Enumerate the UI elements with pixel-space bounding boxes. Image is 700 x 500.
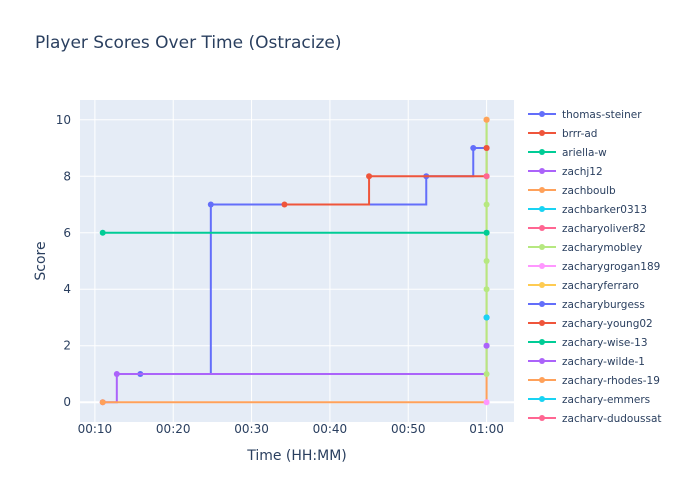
legend-swatch-marker bbox=[539, 301, 545, 307]
data-point[interactable] bbox=[483, 399, 490, 406]
legend-item[interactable]: zacharymobley bbox=[528, 242, 642, 254]
legend-label: thomas-steiner bbox=[562, 109, 642, 121]
data-point[interactable] bbox=[207, 201, 214, 208]
y-tick-label: 6 bbox=[63, 226, 71, 240]
legend-item[interactable]: brrr-ad bbox=[528, 128, 597, 140]
legend-label: zachary-rhodes-19 bbox=[562, 375, 660, 387]
y-tick-label: 2 bbox=[63, 339, 71, 353]
legend-swatch-marker bbox=[539, 320, 545, 326]
data-point[interactable] bbox=[483, 116, 490, 123]
x-tick-label: 00:50 bbox=[391, 422, 426, 436]
legend-label: zacharyoliver82 bbox=[562, 223, 646, 235]
legend-label: zachj12 bbox=[562, 166, 603, 178]
x-tick-label: 01:00 bbox=[469, 422, 504, 436]
legend-swatch-marker bbox=[539, 263, 545, 269]
legend-swatch-marker bbox=[539, 130, 545, 136]
data-point[interactable] bbox=[483, 286, 490, 293]
legend-swatch-marker bbox=[539, 339, 545, 345]
y-tick-label: 0 bbox=[63, 395, 71, 409]
legend-item[interactable]: zachboulb bbox=[528, 185, 616, 197]
data-point[interactable] bbox=[366, 173, 373, 180]
legend-label: brrr-ad bbox=[562, 128, 597, 140]
legend-label: zachary-emmers bbox=[562, 394, 650, 406]
data-point[interactable] bbox=[113, 370, 120, 377]
y-tick-label: 4 bbox=[63, 282, 71, 296]
legend-item[interactable]: thomas-steiner bbox=[528, 109, 642, 121]
y-tick-label: 8 bbox=[63, 169, 71, 183]
data-point[interactable] bbox=[483, 201, 490, 208]
series-zachary-dudoussat[interactable] bbox=[483, 173, 490, 180]
legend-item[interactable]: zachary-young02 bbox=[528, 318, 653, 330]
legend-label: ariella-w bbox=[562, 147, 607, 159]
legend-swatch-marker bbox=[539, 225, 545, 231]
legend[interactable]: thomas-steiner brrr-ad ariella-w zachj12 zac… bbox=[528, 109, 662, 425]
series-zachary-emmers[interactable] bbox=[483, 314, 490, 321]
legend-swatch-marker bbox=[539, 206, 545, 212]
series-zachary-rhodes-19[interactable] bbox=[483, 116, 490, 123]
legend-item[interactable]: zacharygrogan189 bbox=[528, 261, 660, 273]
legend-label: zacharymobley bbox=[562, 242, 642, 254]
data-point[interactable] bbox=[483, 173, 490, 180]
series-zachary-wise-13[interactable] bbox=[483, 229, 490, 236]
legend-label: zachboulb bbox=[562, 185, 616, 197]
data-point[interactable] bbox=[483, 229, 490, 236]
legend-label: zachary-dudoussat bbox=[562, 413, 662, 425]
chart-title: Player Scores Over Time (Ostracize) bbox=[35, 33, 342, 53]
legend-swatch-marker bbox=[539, 187, 545, 193]
data-point[interactable] bbox=[99, 229, 106, 236]
series-zacharygrogan189[interactable] bbox=[483, 399, 490, 406]
legend-swatch-marker bbox=[539, 358, 545, 364]
x-tick-label: 00:20 bbox=[156, 422, 191, 436]
legend-label: zachbarker0313 bbox=[562, 204, 647, 216]
legend-item[interactable]: zachary-dudoussat bbox=[528, 413, 662, 425]
legend-item[interactable]: zacharyoliver82 bbox=[528, 223, 646, 235]
x-tick-label: 00:10 bbox=[78, 422, 113, 436]
data-point[interactable] bbox=[483, 258, 490, 264]
legend-item[interactable]: zacharyferraro bbox=[528, 280, 639, 292]
plot-area bbox=[80, 100, 514, 422]
legend-swatch-marker bbox=[539, 415, 545, 421]
legend-item[interactable]: zacharyburgess bbox=[528, 299, 645, 311]
axis-ticks: 00:10 00:20 00:30 00:40 00:50 01:00 0 2 4 6 8 10 bbox=[56, 113, 504, 436]
series-line bbox=[140, 147, 487, 375]
data-point[interactable] bbox=[483, 145, 490, 152]
legend-label: zachary-wilde-1 bbox=[562, 356, 645, 368]
data-point[interactable] bbox=[483, 342, 490, 349]
data-point[interactable] bbox=[483, 314, 490, 321]
legend-item[interactable]: ariella-w bbox=[528, 147, 607, 159]
legend-item[interactable]: zachary-emmers bbox=[528, 394, 650, 406]
legend-swatch-marker bbox=[539, 396, 545, 402]
series-zachary-wilde-1[interactable] bbox=[483, 342, 490, 349]
legend-item[interactable]: zachary-wilde-1 bbox=[528, 356, 645, 368]
legend-swatch-marker bbox=[539, 282, 545, 288]
data-point[interactable] bbox=[281, 201, 288, 208]
legend-item[interactable]: zachary-wise-13 bbox=[528, 337, 648, 349]
series-layer bbox=[99, 116, 490, 406]
data-point[interactable] bbox=[470, 145, 477, 152]
legend-item[interactable]: zachbarker0313 bbox=[528, 204, 647, 216]
legend-label: zacharyburgess bbox=[562, 299, 645, 311]
legend-label: zacharygrogan189 bbox=[562, 261, 660, 273]
legend-label: zachary-young02 bbox=[562, 318, 653, 330]
legend-swatch-marker bbox=[539, 149, 545, 155]
legend-label: zachary-wise-13 bbox=[562, 337, 648, 349]
legend-swatch-marker bbox=[539, 111, 545, 117]
legend-swatch-marker bbox=[539, 244, 545, 250]
y-tick-label: 10 bbox=[56, 113, 71, 127]
legend-item[interactable]: zachary-rhodes-19 bbox=[528, 375, 660, 387]
x-axis-title: Time (HH:MM) bbox=[246, 448, 347, 464]
legend-item[interactable]: zachj12 bbox=[528, 166, 603, 178]
series-zachary-young02[interactable] bbox=[483, 145, 490, 152]
legend-swatch-marker bbox=[539, 377, 545, 383]
x-tick-label: 00:30 bbox=[234, 422, 269, 436]
data-point[interactable] bbox=[99, 399, 106, 406]
data-point[interactable] bbox=[483, 370, 490, 377]
legend-label: zacharyferraro bbox=[562, 280, 639, 292]
x-tick-label: 00:40 bbox=[313, 422, 348, 436]
legend-swatch-marker bbox=[539, 168, 545, 174]
y-axis-title: Score bbox=[33, 241, 49, 280]
